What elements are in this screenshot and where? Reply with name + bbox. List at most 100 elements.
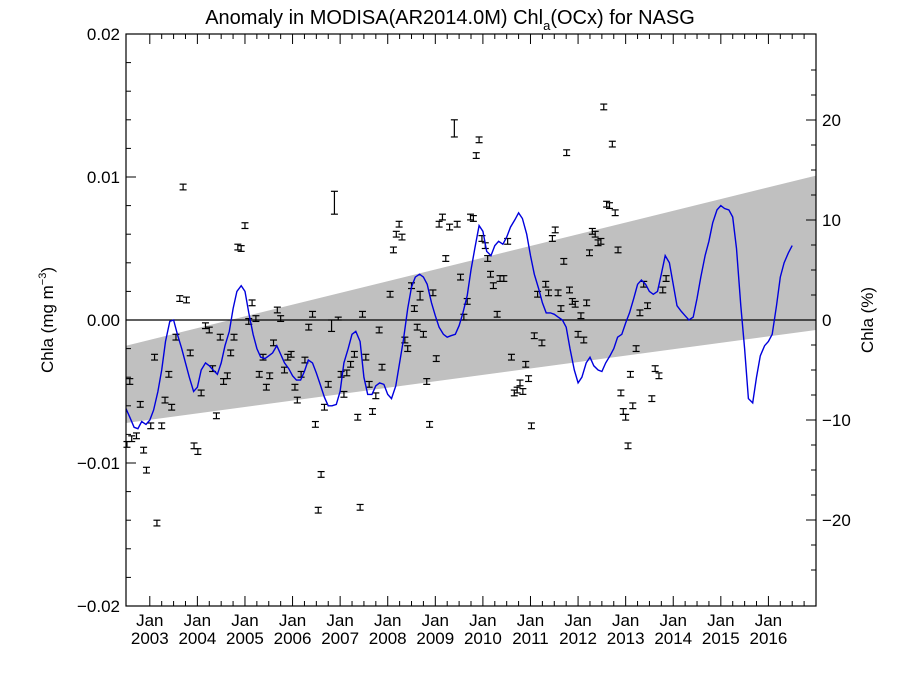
chart-title-subscript: a [543, 18, 551, 33]
errorbar-point [140, 446, 148, 454]
errorbar-point [442, 255, 450, 262]
errorbar-point [343, 369, 351, 377]
errorbar-point [270, 339, 278, 347]
errorbar-point [554, 289, 562, 297]
errorbar-point [305, 323, 313, 331]
errorbar-point [513, 386, 521, 394]
x-tick-label-month: Jan [564, 611, 591, 630]
errorbar-point [291, 383, 299, 391]
errorbar-point [334, 316, 342, 321]
errorbar-point [416, 290, 424, 301]
chart-title: Anomaly in MODISA(AR2014.0M) Chla(OCx) f… [205, 7, 695, 33]
trend-confidence-band [126, 175, 816, 423]
errorbar-point [375, 326, 383, 334]
x-tick-label-month: Jan [279, 611, 306, 630]
errorbar-point [525, 375, 533, 383]
errorbar-point [252, 315, 260, 323]
errorbar-point [309, 310, 317, 318]
errorbar-point [605, 202, 613, 210]
errorbar-point [237, 245, 245, 252]
errorbar-point [248, 299, 256, 307]
errorbar-point [398, 233, 406, 241]
errorbar-point [255, 370, 263, 378]
errorbar-point [176, 295, 184, 303]
errorbar-point [571, 300, 579, 308]
errorbar-point [172, 333, 180, 341]
x-tick-label-year: 2014 [654, 629, 692, 648]
errorbar-point [432, 355, 440, 363]
x-tick-label-month: Jan [660, 611, 687, 630]
trend-band-area [126, 175, 816, 423]
errorbar-point [557, 305, 565, 313]
y-tick-label: 0.00 [87, 311, 120, 330]
x-tick-label-month: Jan [422, 611, 449, 630]
x-tick-label-year: 2003 [131, 629, 169, 648]
errorbar-point [423, 378, 431, 385]
x-tick-label-year: 2006 [274, 629, 312, 648]
errorbar-point [563, 149, 571, 157]
errorbar-point [273, 306, 281, 314]
errorbar-point [311, 420, 319, 428]
errorbar-point [457, 273, 465, 281]
errorbar-point [591, 230, 599, 238]
errorbar-point [350, 350, 358, 358]
errorbar-point [259, 353, 267, 361]
x-tick-label-month: Jan [755, 611, 782, 630]
errorbar-point [507, 353, 515, 361]
errorbar-point [142, 466, 150, 474]
y-tick-label: −0.01 [77, 454, 120, 473]
errorbar-point [450, 119, 458, 138]
x-tick-label-month: Jan [612, 611, 639, 630]
errorbar-point [277, 315, 285, 323]
errorbar-point [626, 370, 634, 378]
x-tick-label-year: 2010 [464, 629, 502, 648]
errorbar-point [293, 396, 301, 404]
y-axis-label-left: Chla (mg m−3) [37, 267, 57, 373]
x-tick-label-month: Jan [517, 611, 544, 630]
errorbar-point [386, 290, 394, 298]
errorbar-point [194, 448, 202, 456]
errorbar-point [205, 326, 213, 334]
errorbar-point [186, 349, 194, 357]
errorbar-point [356, 503, 364, 511]
errorbar-point [516, 379, 524, 387]
y-tick-label: −0.02 [77, 597, 120, 616]
errorbar-point [659, 286, 667, 294]
errorbar-point [419, 330, 427, 338]
errorbar-point [328, 319, 336, 333]
errorbar-point [472, 152, 480, 160]
chart-title-main: Anomaly in MODISA(AR2014.0M) Chl [205, 7, 543, 29]
x-tick-label-month: Jan [231, 611, 258, 630]
y-tick-label: 0.02 [87, 25, 120, 44]
x-tick-label-year: 2004 [178, 629, 216, 648]
errorbar-point [426, 420, 434, 428]
x-tick-label-year: 2016 [749, 629, 787, 648]
errorbar-point [362, 353, 370, 361]
y-axis-label-tail: ) [38, 267, 57, 273]
errorbar-point [223, 372, 231, 380]
errorbar-point [522, 360, 530, 368]
errorbar-point [560, 257, 568, 265]
x-tick-label-year: 2015 [702, 629, 740, 648]
y-axis-label-main: Chla (mg m [38, 285, 57, 373]
errorbar-point [644, 302, 652, 310]
errorbar-point [530, 332, 538, 340]
errorbar-point [354, 413, 362, 421]
errorbar-point [151, 353, 159, 361]
errorbar-point [241, 222, 249, 230]
errorbar-point [132, 432, 140, 440]
errorbar-point [577, 312, 585, 320]
y-right-tick-label: 0 [822, 311, 831, 330]
errorbar-point [500, 275, 508, 282]
errorbar-point [597, 237, 605, 245]
errorbar-point [136, 400, 144, 408]
errorbar-point [266, 372, 274, 380]
errorbar-point [168, 403, 176, 411]
errorbar-point [527, 422, 535, 430]
errorbar-point [126, 378, 134, 385]
x-tick-label-month: Jan [184, 611, 211, 630]
errorbar-point [165, 370, 173, 378]
x-tick-label-year: 2013 [607, 629, 645, 648]
errorbar-point [153, 519, 161, 527]
smoothed-series-line [125, 204, 793, 430]
